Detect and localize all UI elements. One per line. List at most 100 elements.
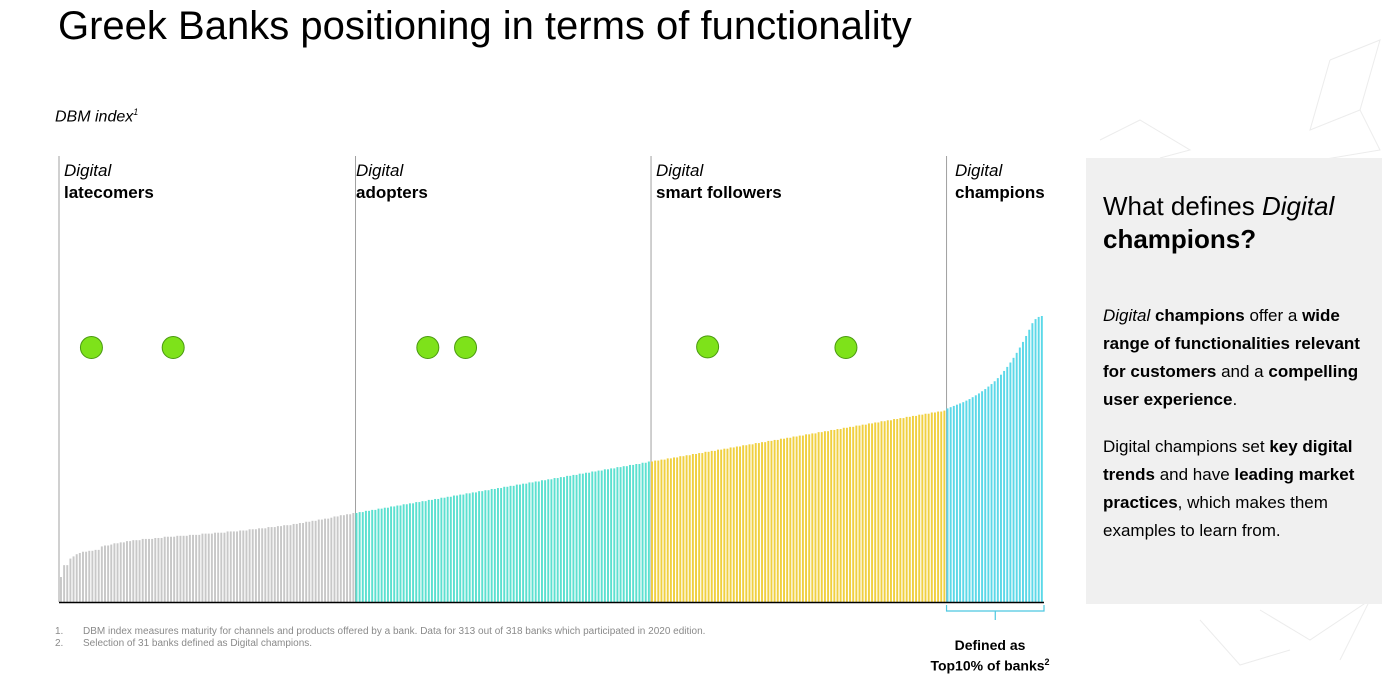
chart-bar xyxy=(440,497,443,602)
chart-bar xyxy=(553,478,556,602)
chart-bar xyxy=(852,426,855,602)
chart-bar xyxy=(459,494,462,602)
chart-bar xyxy=(242,530,245,602)
chart-bar xyxy=(745,445,748,602)
chart-bar xyxy=(600,470,603,602)
chart-bar xyxy=(575,474,578,602)
chart-bar xyxy=(588,472,591,602)
chart-bar xyxy=(625,466,628,602)
chart-bar xyxy=(141,538,144,602)
chart-bar xyxy=(421,501,424,602)
chart-bar xyxy=(537,481,540,602)
chart-bar xyxy=(811,433,814,602)
chart-bar xyxy=(685,455,688,602)
chart-bar xyxy=(251,529,254,602)
chart-bar xyxy=(622,466,625,602)
chart-bar xyxy=(971,397,974,602)
chart-bar xyxy=(493,488,496,602)
chart-bar xyxy=(201,533,204,602)
chart-bar xyxy=(129,541,132,602)
chart-bar xyxy=(408,503,411,602)
chart-bar xyxy=(610,468,613,602)
chart-bar xyxy=(380,508,383,602)
chart-bar xyxy=(669,458,672,602)
chart-bar xyxy=(984,389,987,602)
champions-bracket xyxy=(945,605,1045,620)
chart-bar xyxy=(902,418,905,602)
chart-bar xyxy=(660,459,663,602)
chart-bar xyxy=(585,472,587,602)
chart-bar xyxy=(952,405,955,602)
chart-bar xyxy=(434,498,437,602)
chart-bar xyxy=(767,440,770,602)
chart-bar xyxy=(534,481,537,602)
chart-bar xyxy=(226,531,229,602)
chart-bar xyxy=(965,400,968,602)
chart-bar xyxy=(871,423,874,602)
chart-bar xyxy=(361,512,364,602)
chart-bar xyxy=(993,381,996,602)
chart-bar xyxy=(789,437,792,602)
chart-bar xyxy=(462,494,465,602)
chart-bar xyxy=(298,523,301,602)
chart-bar xyxy=(236,531,238,602)
chart-bar xyxy=(232,531,235,602)
segment-label-adopters: Digital adopters xyxy=(356,161,428,202)
segment-label-smart-followers: Digital smart followers xyxy=(656,161,782,202)
chart-bar xyxy=(349,514,352,602)
chart-bar xyxy=(267,527,270,602)
chart-bar xyxy=(116,543,119,602)
chart-bar xyxy=(908,416,911,602)
chart-bar xyxy=(330,517,333,602)
chart-bar xyxy=(808,434,811,602)
chart-bar xyxy=(619,467,622,602)
chart-bar xyxy=(695,454,697,602)
chart-bar xyxy=(358,512,361,602)
chart-bar xyxy=(248,529,251,602)
chart-bar xyxy=(452,495,455,602)
chart-bar xyxy=(179,535,182,602)
chart-bar xyxy=(198,534,201,602)
chart-bar xyxy=(867,423,870,602)
chart-bar xyxy=(1021,341,1024,602)
chart-bar xyxy=(188,534,191,602)
chart-bar xyxy=(698,453,701,602)
chart-bar xyxy=(764,442,767,602)
greek-bank-dot xyxy=(416,336,440,360)
chart-bar xyxy=(481,491,484,602)
chart-bar xyxy=(412,503,415,602)
chart-bar xyxy=(654,460,657,602)
chart-bar xyxy=(679,456,682,602)
chart-bar xyxy=(726,448,729,602)
chart-bar xyxy=(710,450,713,602)
chart-bar xyxy=(962,402,965,602)
chart-bar xyxy=(371,509,374,602)
chart-bar xyxy=(110,544,113,602)
chart-bar xyxy=(927,413,930,602)
chart-bar xyxy=(418,502,421,602)
chart-bar xyxy=(578,473,581,602)
chart-bar xyxy=(525,483,528,602)
chart-bar xyxy=(723,448,726,602)
chart-bar xyxy=(75,554,78,602)
chart-bar xyxy=(390,506,393,602)
chart-bar xyxy=(729,447,732,602)
panel-title: What defines Digital champions? xyxy=(1103,191,1335,254)
chart-bar xyxy=(635,464,638,602)
chart-bar xyxy=(594,471,597,602)
chart-bar xyxy=(632,464,635,602)
chart-bar xyxy=(805,434,808,602)
chart-bar xyxy=(915,415,918,602)
chart-bar xyxy=(173,536,176,602)
chart-bar xyxy=(292,523,295,602)
chart-bar xyxy=(556,478,559,602)
chart-bar xyxy=(1040,316,1043,602)
chart-bar xyxy=(688,455,691,602)
chart-bar xyxy=(547,479,550,602)
chart-bar xyxy=(405,504,408,602)
chart-bar xyxy=(996,378,999,602)
chart-bar xyxy=(176,535,179,602)
chart-bar xyxy=(770,440,773,602)
chart-bar xyxy=(66,565,69,602)
chart-bar xyxy=(446,496,449,602)
